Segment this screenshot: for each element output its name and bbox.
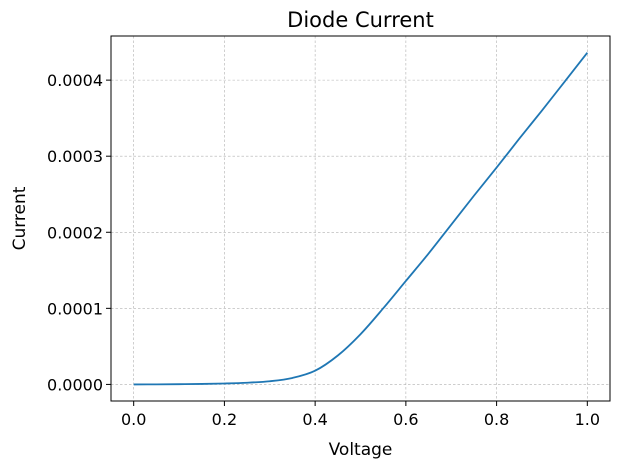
y-axis-label: Current: [10, 186, 30, 250]
y-tick-label: 0.0001: [47, 299, 103, 318]
x-tick-label: 0.2: [212, 410, 237, 429]
x-axis-ticks: 0.0 0.2 0.4 0.6 0.8 1.0: [121, 401, 600, 429]
y-tick-label: 0.0002: [47, 223, 103, 242]
series-layer: [133, 52, 589, 386]
x-tick-label: 0.6: [393, 410, 418, 429]
y-tick-label: 0.0004: [47, 71, 103, 90]
y-tick-label: 0.0000: [47, 375, 103, 394]
x-axis-label: Voltage: [329, 440, 393, 460]
y-tick-label: 0.0003: [47, 147, 103, 166]
y-axis-ticks: 0.0000 0.0001 0.0002 0.0003 0.0004: [47, 71, 111, 394]
x-tick-label: 0.8: [484, 410, 509, 429]
plot-frame: [110, 35, 611, 402]
x-tick-label: 0.0: [121, 410, 146, 429]
x-tick-label: 0.4: [302, 410, 327, 429]
chart-title: Diode Current: [287, 8, 434, 32]
grid-lines: [111, 36, 610, 401]
x-tick-label: 1.0: [575, 410, 600, 429]
diode-current-line: [133, 52, 589, 386]
